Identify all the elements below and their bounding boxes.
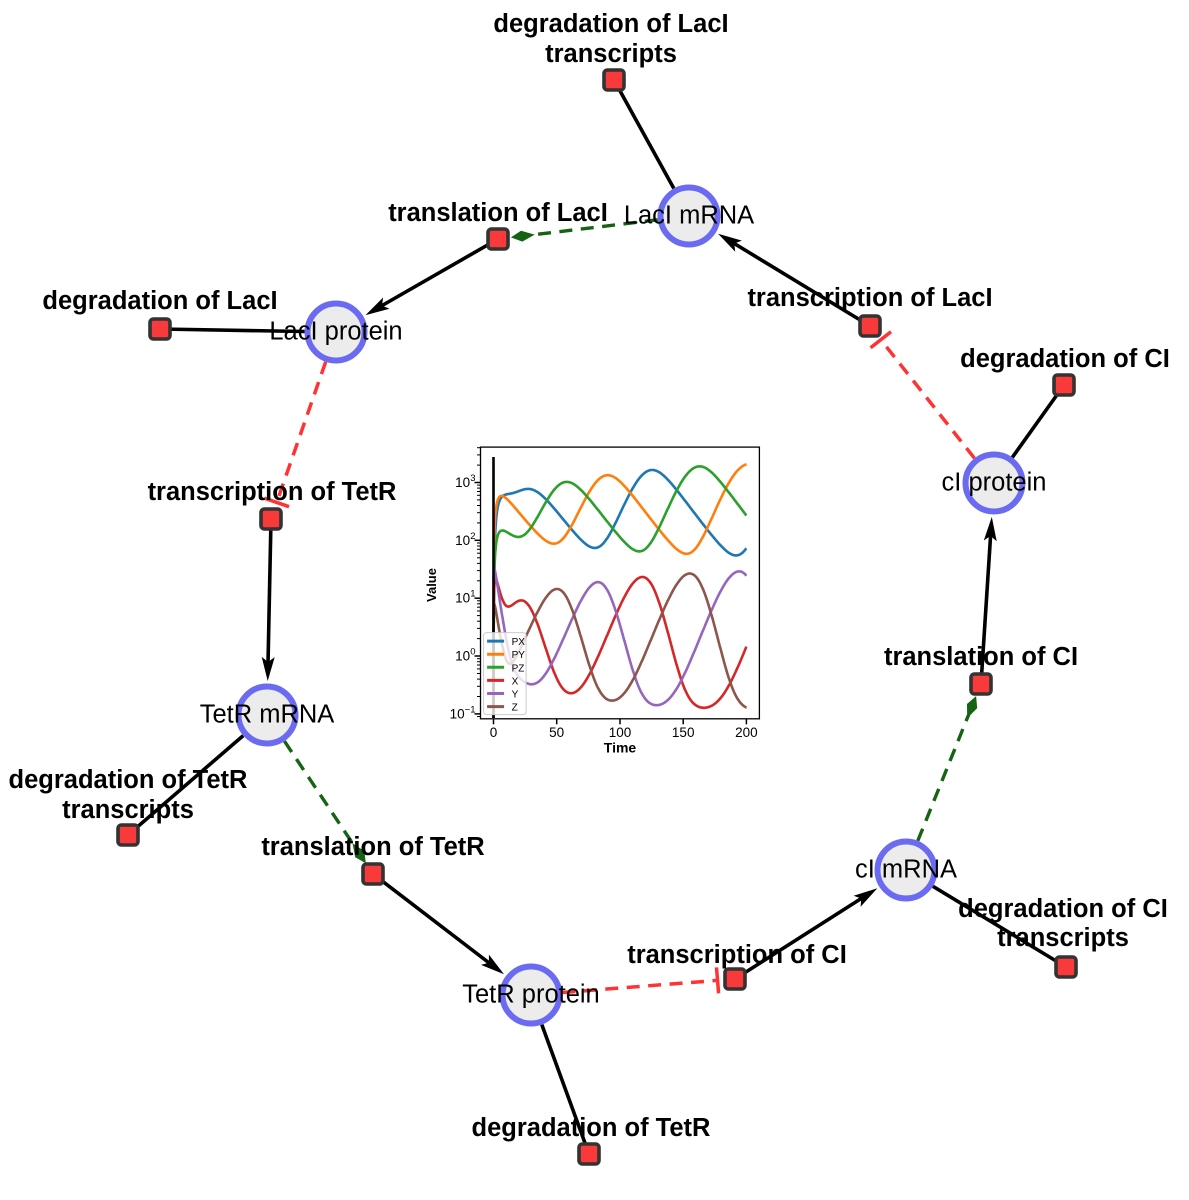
svg-text:102: 102 [455,531,475,548]
svg-text:translation of LacI: translation of LacI [388,199,608,227]
svg-text:degradation of TetR: degradation of TetR [472,1114,711,1142]
svg-text:PX: PX [512,637,526,648]
svg-text:transcripts: transcripts [545,40,677,68]
svg-text:100: 100 [455,647,475,664]
svg-text:LacI mRNA: LacI mRNA [624,202,754,230]
svg-text:TetR mRNA: TetR mRNA [200,701,335,729]
svg-text:degradation of LacI: degradation of LacI [493,10,728,38]
svg-text:Y: Y [512,690,519,701]
svg-text:degradation of CI: degradation of CI [958,895,1168,923]
svg-text:Time: Time [604,739,637,755]
svg-text:degradation of CI: degradation of CI [960,345,1170,373]
svg-text:Z: Z [512,703,518,714]
svg-text:PY: PY [512,650,526,661]
svg-text:50: 50 [549,725,564,740]
svg-text:LacI protein: LacI protein [269,318,402,346]
svg-text:transcription of TetR: transcription of TetR [148,478,397,506]
svg-text:translation of CI: translation of CI [884,643,1078,671]
svg-text:transcription of LacI: transcription of LacI [747,284,992,312]
svg-text:10−1: 10−1 [450,704,476,721]
svg-text:cI mRNA: cI mRNA [855,856,957,884]
svg-text:transcripts: transcripts [997,924,1129,952]
svg-text:TetR protein: TetR protein [462,981,600,1009]
svg-text:100: 100 [609,725,632,740]
svg-text:translation of TetR: translation of TetR [261,833,484,861]
svg-text:transcripts: transcripts [62,796,194,824]
svg-text:101: 101 [455,589,475,606]
svg-text:X: X [512,676,519,687]
svg-text:degradation of TetR: degradation of TetR [9,766,248,794]
svg-text:0: 0 [490,725,498,740]
svg-text:degradation of LacI: degradation of LacI [42,287,277,315]
svg-text:150: 150 [672,725,695,740]
svg-text:103: 103 [455,473,475,490]
svg-text:transcription of CI: transcription of CI [627,941,847,969]
svg-text:cI protein: cI protein [942,469,1047,497]
svg-text:Value: Value [424,568,439,602]
svg-text:PZ: PZ [512,663,525,674]
svg-text:200: 200 [735,725,758,740]
